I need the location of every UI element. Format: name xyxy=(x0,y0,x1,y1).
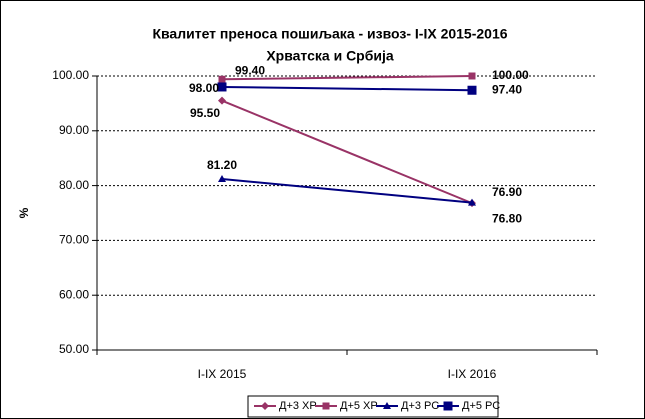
marker xyxy=(218,175,226,183)
series-line xyxy=(221,178,473,204)
y-axis-label: % xyxy=(17,207,31,218)
legend-box xyxy=(247,395,499,418)
marker xyxy=(217,82,227,92)
data-label: 95.50 xyxy=(190,106,220,120)
y-tick-label: 80.00 xyxy=(59,178,89,192)
marker xyxy=(218,75,226,83)
legend-marker xyxy=(322,402,330,410)
marker xyxy=(468,198,476,206)
legend-marker xyxy=(443,401,453,411)
data-label: 100.00 xyxy=(492,68,529,82)
marker xyxy=(468,72,476,80)
x-tick-label: I-IX 2015 xyxy=(198,367,247,381)
x-tick-label: I-IX 2016 xyxy=(448,367,497,381)
series-line xyxy=(221,99,473,205)
marker xyxy=(218,96,226,105)
chart-title: Квалитет преноса пошиљака - извоз- I-IX … xyxy=(152,26,507,42)
legend-label: Д+5 ХР xyxy=(340,400,378,412)
y-tick-label: 50.00 xyxy=(59,342,89,356)
y-tick-label: 90.00 xyxy=(59,123,89,137)
data-label: 97.40 xyxy=(492,82,522,96)
legend-label: Д+5 РС xyxy=(462,400,500,412)
y-tick-label: 100.00 xyxy=(52,68,89,82)
legend-label: Д+3 ХР xyxy=(279,400,317,412)
data-label: 76.80 xyxy=(492,211,522,225)
data-label: 99.40 xyxy=(235,63,265,77)
y-tick-label: 60.00 xyxy=(59,287,89,301)
legend-label: Д+3 РС xyxy=(401,400,439,412)
series-line xyxy=(221,75,473,81)
series-line xyxy=(221,85,473,92)
marker xyxy=(467,85,477,95)
legend-marker xyxy=(261,402,269,410)
data-label: 76.90 xyxy=(492,185,522,199)
chart-subtitle: Хрватска и Србија xyxy=(266,48,394,64)
data-label: 81.20 xyxy=(207,158,237,172)
data-label: 98.00 xyxy=(189,81,219,95)
y-tick-label: 70.00 xyxy=(59,233,89,247)
legend-marker xyxy=(383,402,391,409)
